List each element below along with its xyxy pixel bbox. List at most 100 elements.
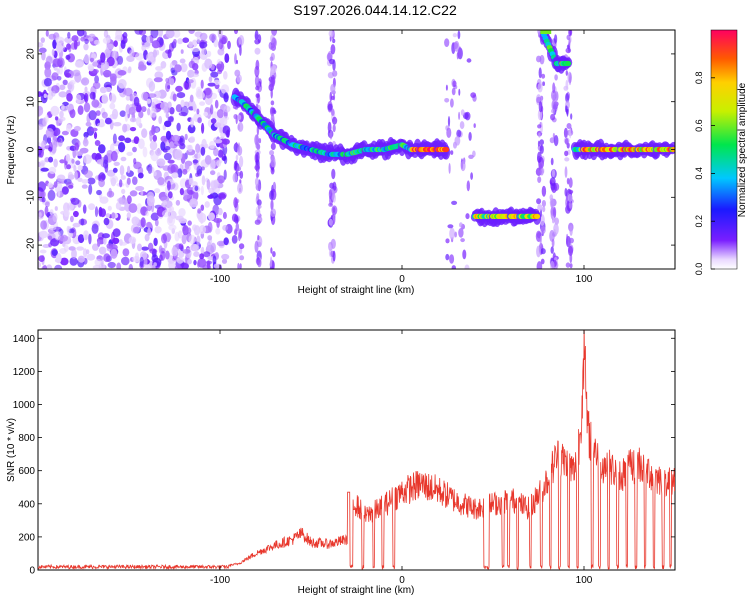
noise-speckle	[210, 180, 218, 190]
stripe-speckle	[238, 187, 242, 192]
stripe-speckle	[454, 136, 461, 146]
stripe-speckle	[549, 137, 555, 144]
noise-speckle	[212, 255, 217, 267]
y-tick-label: 1400	[13, 334, 36, 345]
noise-speckle	[191, 47, 200, 52]
noise-speckle	[59, 110, 64, 118]
noise-speckle	[164, 146, 171, 151]
noise-speckle	[89, 57, 95, 63]
noise-speckle	[190, 73, 200, 78]
stripe-speckle	[255, 93, 260, 98]
noise-speckle	[206, 260, 211, 269]
noise-speckle	[153, 77, 163, 83]
noise-speckle	[165, 81, 171, 93]
noise-speckle	[99, 196, 109, 204]
stripe-speckle	[331, 168, 336, 180]
noise-speckle	[216, 240, 226, 247]
stripe-speckle	[233, 114, 238, 120]
noise-speckle	[209, 33, 217, 42]
snr-frame	[37, 329, 676, 571]
noise-speckle	[45, 55, 53, 65]
noise-speckle	[38, 42, 44, 48]
noise-speckle	[186, 227, 192, 234]
noise-speckle	[83, 230, 89, 241]
noise-speckle	[210, 111, 219, 119]
noise-speckle	[189, 94, 194, 103]
noise-speckle	[41, 50, 46, 61]
noise-speckle	[142, 146, 148, 158]
noise-speckle	[86, 249, 90, 255]
noise-speckle	[180, 63, 188, 73]
stripe-speckle	[468, 131, 472, 141]
stripe-speckle	[269, 190, 274, 201]
noise-speckle	[168, 205, 174, 213]
noise-speckle	[73, 40, 78, 50]
noise-speckle	[40, 37, 45, 43]
noise-speckle	[77, 30, 85, 37]
noise-speckle	[154, 226, 162, 234]
noise-speckle	[97, 240, 101, 247]
stripe-speckle	[234, 214, 239, 224]
noise-speckle	[198, 225, 207, 235]
y-tick-label: 10	[26, 96, 37, 108]
stripe-speckle	[570, 113, 573, 120]
noise-speckle	[63, 209, 70, 217]
noise-speckle	[126, 212, 131, 219]
noise-speckle	[141, 128, 148, 139]
noise-speckle	[110, 248, 118, 259]
noise-speckle	[119, 110, 127, 117]
stripe-speckle	[537, 176, 542, 184]
noise-speckle	[100, 256, 104, 267]
noise-speckle	[77, 234, 85, 244]
stripe-speckle	[568, 201, 573, 209]
noise-speckle	[171, 246, 178, 257]
stripe-speckle	[564, 157, 570, 162]
noise-speckle	[160, 135, 168, 142]
stripe-speckle	[568, 177, 573, 188]
stripe-speckle	[239, 179, 242, 184]
stripe-speckle	[237, 114, 242, 121]
noise-speckle	[221, 36, 227, 45]
noise-speckle	[49, 209, 54, 216]
noise-speckle	[210, 170, 216, 176]
stripe-speckle	[540, 226, 546, 235]
noise-speckle	[208, 212, 215, 221]
noise-speckle	[60, 257, 69, 266]
stripe-speckle	[231, 235, 238, 244]
noise-speckle	[172, 93, 177, 102]
noise-speckle	[86, 253, 96, 261]
stripe-speckle	[464, 264, 470, 269]
noise-speckle	[224, 53, 230, 63]
noise-speckle	[68, 246, 75, 251]
noise-speckle	[199, 41, 208, 49]
stripe-speckle	[239, 247, 243, 254]
noise-speckle	[41, 197, 46, 203]
noise-speckle	[133, 136, 140, 145]
noise-speckle	[204, 155, 212, 165]
noise-speckle	[54, 230, 61, 241]
stripe-speckle	[458, 111, 461, 120]
x-tick-label: -100	[210, 274, 230, 285]
noise-speckle	[117, 79, 127, 89]
noise-speckle	[206, 50, 212, 58]
noise-speckle	[147, 163, 153, 174]
stripe-speckle	[551, 89, 557, 101]
noise-speckle	[126, 177, 131, 185]
noise-speckle	[74, 171, 78, 181]
noise-speckle	[158, 245, 163, 254]
noise-speckle	[83, 95, 88, 101]
noise-speckle	[77, 105, 84, 115]
noise-speckle	[49, 225, 57, 231]
noise-speckle	[40, 220, 47, 230]
noise-speckle	[201, 122, 205, 134]
stripe-speckle	[254, 47, 261, 55]
noise-speckle	[42, 264, 47, 269]
stripe-speckle	[568, 30, 573, 37]
noise-speckle	[74, 142, 80, 151]
noise-speckle	[223, 155, 228, 165]
noise-speckle	[47, 147, 53, 152]
noise-speckle	[48, 33, 56, 40]
stripe-speckle	[554, 34, 558, 44]
noise-speckle	[125, 95, 131, 101]
stripe-speckle	[328, 189, 332, 200]
